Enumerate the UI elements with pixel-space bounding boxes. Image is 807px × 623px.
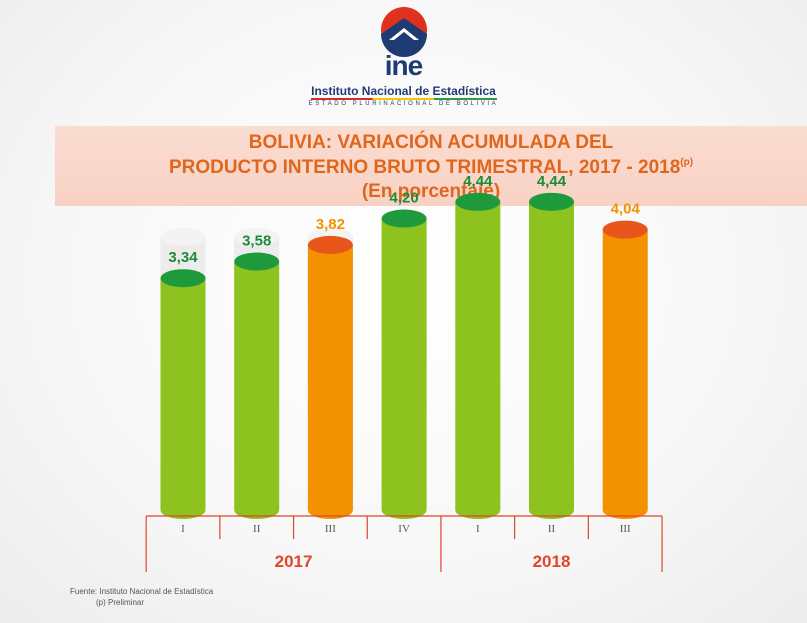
bar <box>307 244 353 510</box>
bar <box>381 218 427 510</box>
category-label: II <box>253 523 261 535</box>
bar-base <box>455 501 501 519</box>
data-label: 4,44 <box>537 173 567 190</box>
bar-base <box>529 501 574 519</box>
preliminary-marker: (p) <box>680 157 694 168</box>
category-label: II <box>548 523 556 535</box>
bar-top-cap <box>307 235 353 254</box>
chart-title-line-2: PRODUCTO INTERNO BRUTO TRIMESTRAL, 2017 … <box>55 157 807 179</box>
chart-title-line-1: BOLIVIA: VARIACIÓN ACUMULADA DEL <box>248 132 614 153</box>
category-label: I <box>476 523 480 535</box>
source-line: Fuente: Instituto Nacional de Estadístic… <box>70 587 214 596</box>
data-label: 3,82 <box>316 216 345 233</box>
data-label: 4,20 <box>389 190 418 207</box>
bar-base <box>234 501 280 519</box>
bar-top-cap <box>381 209 427 228</box>
bar-base <box>381 501 427 519</box>
bar-base <box>602 501 648 519</box>
bar-top-cap <box>234 252 280 271</box>
data-label: 3,34 <box>168 249 198 266</box>
bar-base <box>307 501 353 519</box>
logo-institution-name: Instituto Nacional de Estadística <box>311 84 496 98</box>
category-label: III <box>620 523 631 535</box>
bar-track-cap <box>234 228 280 246</box>
logo-subtitle: ESTADO PLURINACIONAL DE BOLIVIA <box>308 101 499 107</box>
bar-base <box>160 501 206 519</box>
bar-top-cap <box>455 192 501 211</box>
category-label: III <box>325 523 336 535</box>
bar-top-cap <box>160 269 206 288</box>
data-label: 4,04 <box>611 201 641 218</box>
logo-wordmark: ine <box>384 50 423 81</box>
year-group-label: 2017 <box>275 552 313 571</box>
source-note: Fuente: Instituto Nacional de Estadístic… <box>70 586 213 608</box>
bar <box>529 201 574 510</box>
bar <box>234 261 280 510</box>
chart-title-line-2-text: PRODUCTO INTERNO BRUTO TRIMESTRAL, 2017 … <box>168 157 681 178</box>
preliminary-note: (p) Preliminar <box>96 598 145 607</box>
logo-emblem-icon <box>381 7 427 57</box>
bar-top-cap <box>529 192 574 211</box>
ine-logo: ine Instituto Nacional de Estadística ES… <box>0 0 807 115</box>
data-label: 4,44 <box>463 173 493 190</box>
bar-top-cap <box>602 220 648 239</box>
category-label: I <box>181 523 185 535</box>
bar-track-cap <box>160 228 206 246</box>
data-label: 3,58 <box>242 233 271 250</box>
bar <box>602 229 648 510</box>
year-group-label: 2018 <box>533 552 571 571</box>
bar <box>455 201 501 510</box>
logo-flag-stripe <box>311 98 497 100</box>
category-label: IV <box>398 523 410 535</box>
bar <box>160 278 206 510</box>
